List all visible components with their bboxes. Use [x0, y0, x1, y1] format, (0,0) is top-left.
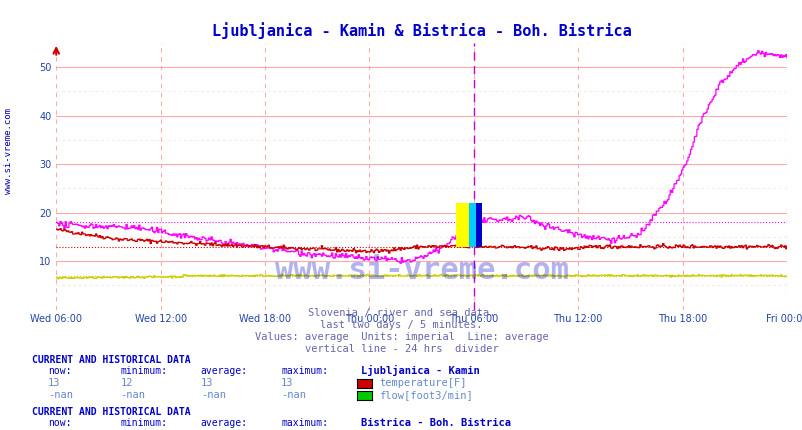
- Bar: [469, 203, 476, 246]
- Text: Bistrica - Boh. Bistrica: Bistrica - Boh. Bistrica: [361, 418, 511, 428]
- Text: minimum:: minimum:: [120, 366, 168, 376]
- Text: minimum:: minimum:: [120, 418, 168, 428]
- Text: -nan: -nan: [281, 390, 306, 400]
- Text: -nan: -nan: [200, 390, 225, 400]
- Text: -nan: -nan: [48, 390, 73, 400]
- Text: www.si-vreme.com: www.si-vreme.com: [274, 256, 568, 286]
- Text: Values: average  Units: imperial  Line: average: Values: average Units: imperial Line: av…: [254, 332, 548, 342]
- Text: now:: now:: [48, 366, 71, 376]
- Text: maximum:: maximum:: [281, 418, 328, 428]
- Text: maximum:: maximum:: [281, 366, 328, 376]
- Text: 13: 13: [281, 378, 294, 388]
- Text: average:: average:: [200, 366, 248, 376]
- Text: Ljubljanica - Kamin: Ljubljanica - Kamin: [361, 365, 480, 376]
- Text: 13: 13: [200, 378, 213, 388]
- Text: 12: 12: [120, 378, 133, 388]
- Bar: [456, 203, 469, 246]
- Text: temperature[F]: temperature[F]: [379, 378, 466, 388]
- Text: now:: now:: [48, 418, 71, 428]
- Text: flow[foot3/min]: flow[foot3/min]: [379, 390, 472, 400]
- Text: average:: average:: [200, 418, 248, 428]
- Text: -nan: -nan: [120, 390, 145, 400]
- Text: www.si-vreme.com: www.si-vreme.com: [3, 108, 13, 194]
- Text: CURRENT AND HISTORICAL DATA: CURRENT AND HISTORICAL DATA: [32, 355, 191, 366]
- Text: CURRENT AND HISTORICAL DATA: CURRENT AND HISTORICAL DATA: [32, 407, 191, 418]
- Bar: [476, 203, 482, 246]
- Text: vertical line - 24 hrs  divider: vertical line - 24 hrs divider: [304, 344, 498, 354]
- Title: Ljubljanica - Kamin & Bistrica - Boh. Bistrica: Ljubljanica - Kamin & Bistrica - Boh. Bi…: [212, 22, 630, 39]
- Text: 13: 13: [48, 378, 61, 388]
- Text: last two days / 5 minutes.: last two days / 5 minutes.: [320, 320, 482, 330]
- Text: Slovenia / river and sea data.: Slovenia / river and sea data.: [307, 308, 495, 318]
